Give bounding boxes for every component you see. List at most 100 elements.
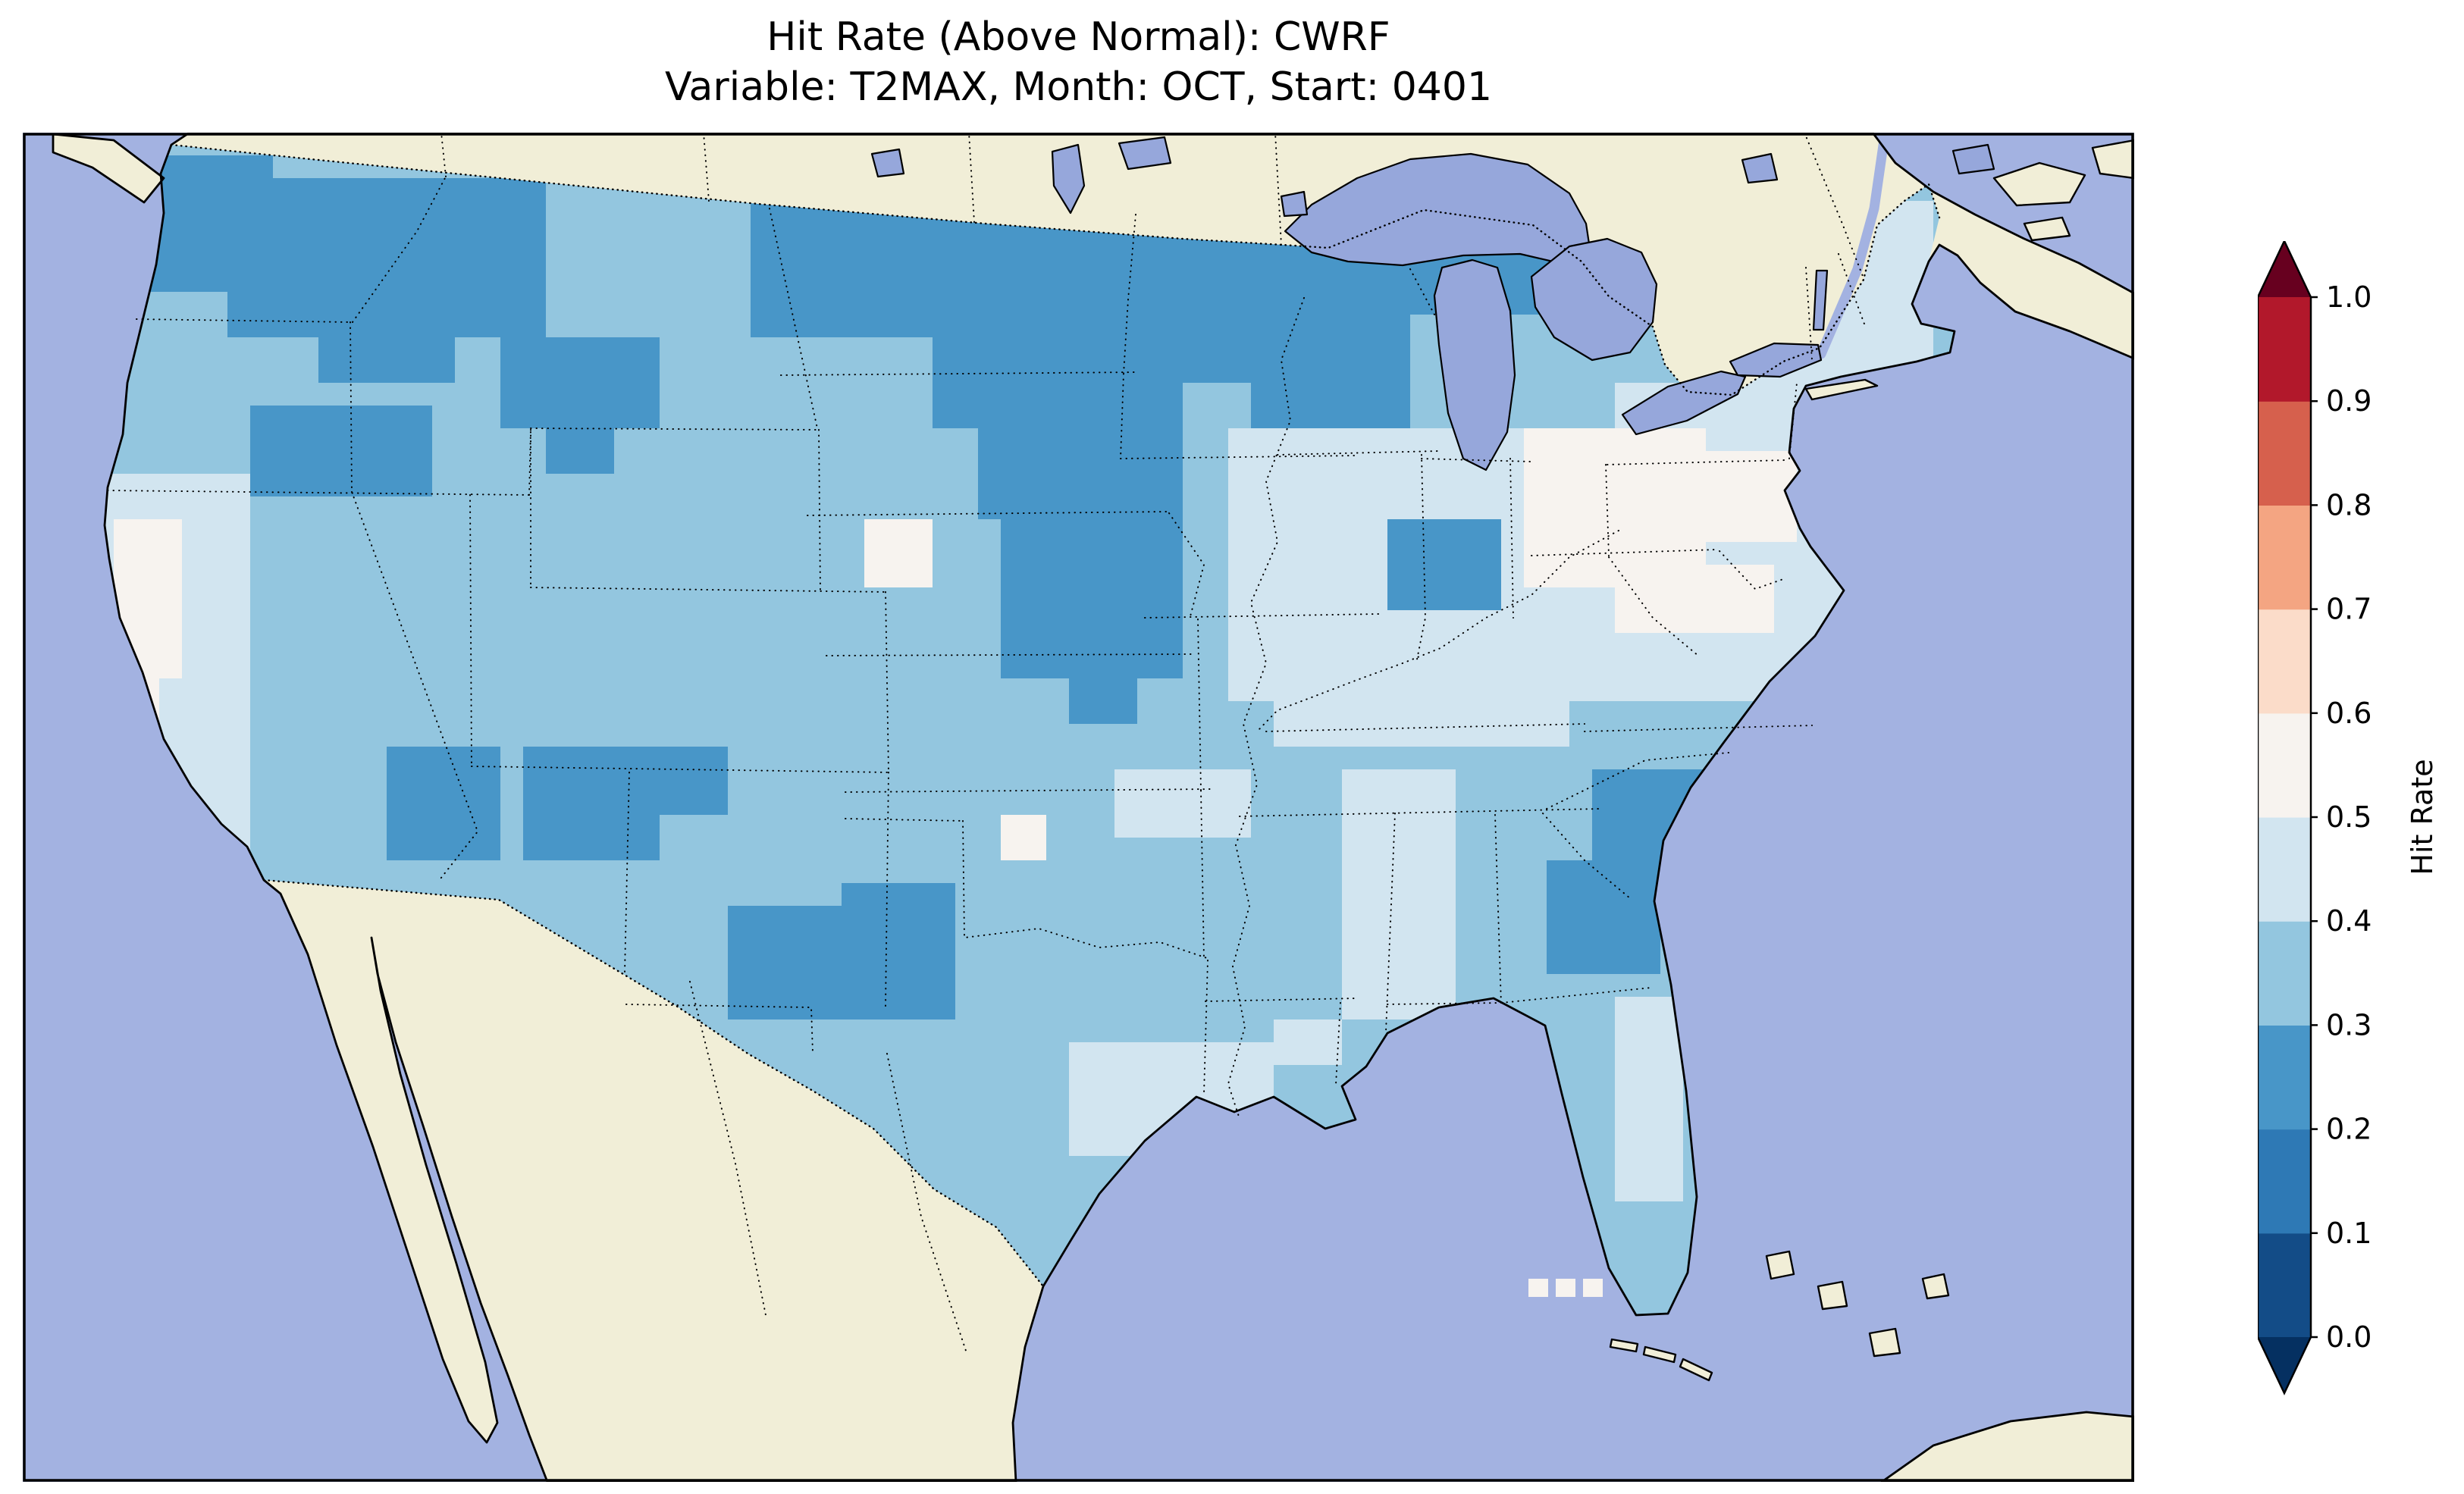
hit-rate-cell [933,1156,955,1179]
hit-rate-cell [136,428,159,451]
hit-rate-cell [387,428,409,451]
hit-rate-cell [1001,269,1024,292]
hit-rate-cell [796,246,819,269]
hit-rate-cell [1274,1065,1296,1088]
title-line-1: Hit Rate (Above Normal): CWRF [766,14,1390,60]
hit-rate-cell [182,747,205,769]
hit-rate-cell [318,315,341,337]
hit-rate-cell [250,269,273,292]
hit-rate-cell [1547,496,1569,519]
hit-rate-cell [1524,678,1547,701]
hit-rate-cell [751,315,773,337]
hit-rate-cell [1615,360,1638,383]
hit-rate-cell [910,769,933,792]
hit-rate-cell [1638,565,1660,587]
hit-rate-cell [819,769,842,792]
hit-rate-cell [864,1042,887,1065]
hit-rate-cell [682,747,705,769]
hit-rate-cell [796,951,819,974]
hit-rate-cell [1137,633,1160,656]
hit-rate-cell [1797,565,1820,587]
hit-rate-cell [1842,315,1865,337]
hit-rate-cell [910,701,933,724]
hit-rate-cell [387,451,409,474]
hit-rate-cell [955,633,978,656]
hit-rate-cell [1046,542,1069,565]
hit-rate-cell [1319,474,1342,496]
state-border-line [1719,550,1786,590]
hit-rate-cell [1114,542,1137,565]
hit-rate-cell [1524,587,1547,610]
hit-rate-cell [1342,451,1365,474]
hit-rate-cell [1069,883,1092,906]
hit-rate-cell [1501,769,1524,792]
hit-rate-cell [1024,633,1046,656]
hit-rate-cell [1319,292,1342,315]
hit-rate-cell [1251,451,1274,474]
hit-rate-cell [1410,656,1433,678]
hit-rate-cell [1478,951,1501,974]
hit-rate-cell [1069,496,1092,519]
hit-rate-cell [1001,1065,1024,1088]
hit-rate-cell [1501,747,1524,769]
hit-rate-cell [182,269,205,292]
hit-rate-cell [728,224,751,246]
hit-rate-cell [1183,246,1205,269]
canadian-lake-4 [1951,143,1995,175]
hit-rate-cell [273,178,296,201]
hit-rate-cell [273,337,296,360]
hit-rate-cell [1569,838,1592,860]
hit-rate-cell [1615,610,1638,633]
hit-rate-cell [637,951,660,974]
hit-rate-cell [1274,906,1296,929]
hit-rate-cell [523,519,546,542]
hit-rate-cell [1615,1065,1638,1088]
hit-rate-cell [955,474,978,496]
hit-rate-cell [1069,610,1092,633]
hit-rate-cell [159,678,182,701]
hit-rate-cell [1615,1247,1638,1270]
hit-rate-cell [1319,701,1342,724]
hit-rate-cell [546,724,569,747]
hit-rate-cell [1729,406,1751,428]
hit-rate-cell [250,155,273,178]
hit-rate-cell [1137,678,1160,701]
hit-rate-cell [273,610,296,633]
hit-rate-cell [910,269,933,292]
hit-rate-cell [728,451,751,474]
hit-rate-cell [1524,496,1547,519]
bahama-island-2 [1817,1280,1848,1311]
state-border-line [351,491,479,882]
hit-rate-cell [523,724,546,747]
hit-rate-cell [773,997,796,1019]
hit-rate-cell [682,519,705,542]
hit-rate-cell [933,292,955,315]
hit-rate-cell [478,724,500,747]
hit-rate-cell [705,337,728,360]
hit-rate-cell [1296,883,1319,906]
hit-rate-cell [1183,292,1205,315]
hit-rate-cell [1456,883,1478,906]
hit-rate-cell [478,633,500,656]
hit-rate-cell [978,633,1001,656]
hit-rate-cell [1410,428,1433,451]
hit-rate-cell [1092,542,1114,565]
hit-rate-cell [728,269,751,292]
hit-rate-cell [705,656,728,678]
hit-rate-cell [864,496,887,519]
hit-rate-cell [387,747,409,769]
hit-rate-cell [1046,269,1069,292]
hit-rate-cell [796,815,819,838]
hit-rate-cell [387,360,409,383]
hit-rate-cell [887,1088,910,1110]
hit-rate-cell [1296,360,1319,383]
hit-rate-cell [1478,769,1501,792]
hit-rate-cell [614,451,637,474]
hit-rate-cell [955,1110,978,1133]
hit-rate-cell [1274,724,1296,747]
hit-rate-cell [910,1019,933,1042]
hit-rate-cell [682,951,705,974]
hit-rate-cell [1228,587,1251,610]
hit-rate-cell [1456,587,1478,610]
hit-rate-cell [1251,383,1274,406]
